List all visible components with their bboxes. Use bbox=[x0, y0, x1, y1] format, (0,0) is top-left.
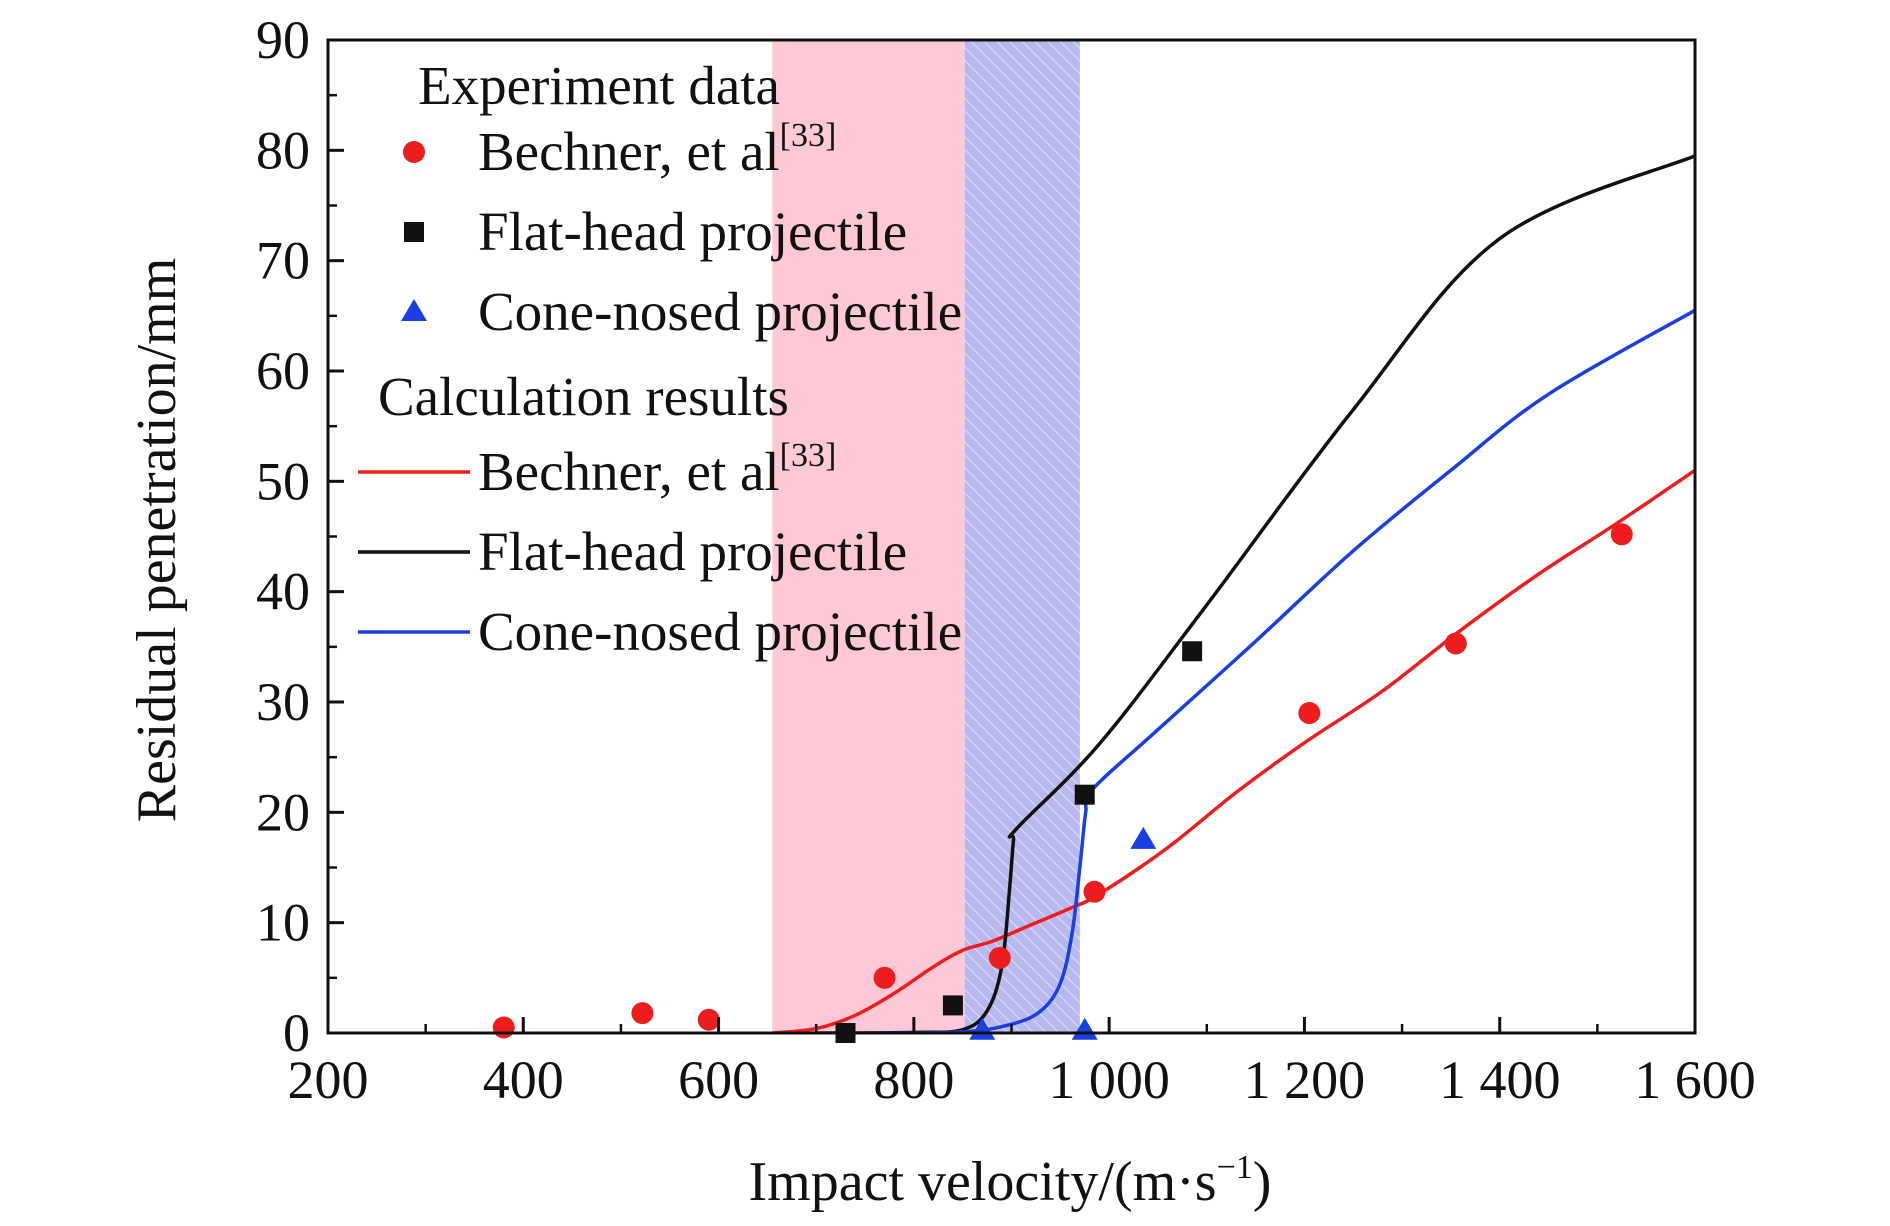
point-bechner-et-al-circle-8 bbox=[1610, 523, 1633, 546]
x-tick-label-2: 600 bbox=[678, 1050, 759, 1110]
x-tick-label-7: 1 600 bbox=[1634, 1050, 1756, 1110]
point-bechner-et-al-circle-2 bbox=[697, 1008, 720, 1031]
y-tick-label-2: 20 bbox=[256, 782, 310, 842]
shaded-region-hatch-1 bbox=[964, 40, 1080, 1033]
point-flat-head-projectile-square-3 bbox=[1182, 641, 1203, 662]
x-axis-label-tail: ) bbox=[1253, 1151, 1272, 1213]
legend-label-flat-head-projectile-square: Flat-head projectile bbox=[478, 201, 907, 262]
y-tick-label-6: 60 bbox=[256, 341, 310, 401]
legend-label-cone-nosed-projectile-triangle: Cone-nosed projectile bbox=[478, 281, 962, 342]
x-axis-label-main: Impact velocity/(m·s bbox=[749, 1151, 1217, 1213]
legend-scatter-entries: Bechner, et al[33] Flat-head projectile Co… bbox=[401, 117, 962, 342]
x-tick-label-1: 400 bbox=[483, 1050, 564, 1110]
point-cone-nosed-projectile-triangle-2 bbox=[1130, 826, 1157, 849]
y-tick-label-3: 30 bbox=[256, 672, 310, 732]
point-bechner-et-al-circle-0 bbox=[492, 1016, 515, 1039]
x-tick-label-5: 1 200 bbox=[1244, 1050, 1366, 1110]
legend-calculation-header: Calculation results bbox=[378, 366, 789, 427]
point-bechner-et-al-circle-3 bbox=[873, 966, 896, 989]
shaded-regions bbox=[772, 40, 1080, 1033]
line-flat-head-projectile bbox=[816, 154, 1695, 1033]
shaded-region-0 bbox=[772, 40, 965, 1033]
y-tick-label-5: 50 bbox=[256, 451, 310, 511]
legend-line-label-flat-head-projectile: Flat-head projectile bbox=[478, 521, 907, 582]
legend-label-bechner-et-al-circle: Bechner, et al[33] bbox=[478, 117, 836, 182]
x-axis-label-sup: −1 bbox=[1217, 1149, 1253, 1186]
x-tick-label-3: 800 bbox=[873, 1050, 954, 1110]
line-bechner-et-al bbox=[772, 468, 1695, 1033]
y-tick-label-9: 90 bbox=[256, 10, 310, 70]
point-bechner-et-al-circle-4 bbox=[988, 946, 1011, 969]
point-bechner-et-al-circle-6 bbox=[1298, 702, 1321, 725]
y-axis-label: Residual penetration/mm bbox=[126, 258, 188, 823]
legend-experiment-header: Experiment data bbox=[418, 55, 780, 116]
x-tick-label-0: 200 bbox=[288, 1050, 369, 1110]
legend-marker-cone-nosed-projectile-triangle bbox=[401, 299, 427, 321]
y-tick-label-8: 80 bbox=[256, 120, 310, 180]
y-tick-label-7: 70 bbox=[256, 231, 310, 291]
legend: Experiment data Bechner, et al[33] Flat-h… bbox=[358, 55, 962, 662]
legend-line-entries: Bechner, et al[33] Flat-head projectile Co… bbox=[358, 437, 962, 662]
axis-ticks: 200 400 600 800 1 000 1 200 1 400 1 600 0 10 20 30 4… bbox=[256, 10, 1756, 1110]
point-flat-head-projectile-square-2 bbox=[1074, 784, 1095, 805]
point-bechner-et-al-circle-7 bbox=[1444, 632, 1467, 655]
y-tick-label-0: 0 bbox=[283, 1003, 310, 1063]
x-tick-label-6: 1 400 bbox=[1439, 1050, 1561, 1110]
point-bechner-et-al-circle-1 bbox=[631, 1002, 654, 1025]
legend-marker-flat-head-projectile-square bbox=[404, 222, 424, 242]
legend-marker-bechner-et-al-circle bbox=[403, 141, 425, 163]
y-tick-label-4: 40 bbox=[256, 562, 310, 622]
y-tick-label-1: 10 bbox=[256, 893, 310, 953]
legend-line-label-bechner-et-al: Bechner, et al[33] bbox=[478, 437, 836, 502]
x-axis-label: Impact velocity/(m·s−1) bbox=[749, 1149, 1272, 1213]
point-flat-head-projectile-square-1 bbox=[942, 995, 963, 1016]
point-bechner-et-al-circle-5 bbox=[1083, 880, 1106, 903]
x-tick-label-4: 1 000 bbox=[1048, 1050, 1170, 1110]
legend-line-label-cone-nosed-projectile: Cone-nosed projectile bbox=[478, 601, 962, 662]
